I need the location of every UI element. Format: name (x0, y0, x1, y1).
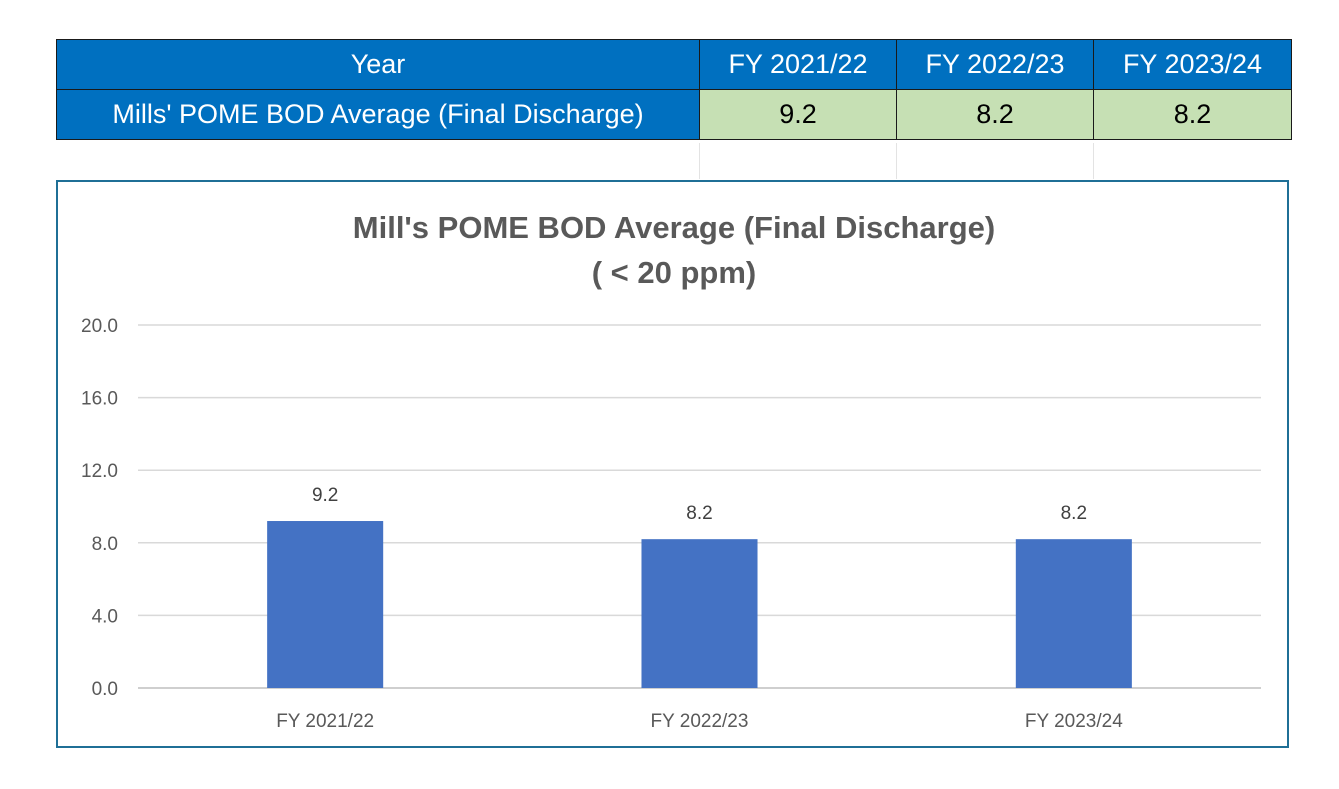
chart-frame[interactable]: Mill's POME BOD Average (Final Discharge… (56, 180, 1289, 748)
summary-table: Year FY 2021/22 FY 2022/23 FY 2023/24 Mi… (56, 39, 1292, 140)
bar (641, 539, 758, 688)
metric-label-cell[interactable]: Mills' POME BOD Average (Final Discharge… (56, 89, 700, 140)
y-tick-label: 20.0 (81, 316, 118, 337)
data-label: 8.2 (1061, 503, 1087, 524)
x-category-label: FY 2021/22 (276, 711, 374, 732)
table-row: Mills' POME BOD Average (Final Discharge… (56, 89, 1292, 140)
value-cell[interactable]: 8.2 (896, 89, 1094, 140)
table-header-row: Year FY 2021/22 FY 2022/23 FY 2023/24 (56, 39, 1292, 90)
sheet-gridline (1093, 143, 1094, 179)
data-label: 8.2 (686, 503, 712, 524)
y-tick-label: 4.0 (92, 606, 118, 627)
year-header-cell[interactable]: Year (56, 39, 700, 90)
x-category-label: FY 2022/23 (651, 711, 749, 732)
chart-title: Mill's POME BOD Average (Final Discharge… (353, 210, 995, 245)
bar-chart: Mill's POME BOD Average (Final Discharge… (81, 210, 1261, 732)
sheet-gridline (699, 143, 700, 179)
bar (267, 521, 384, 688)
y-axis-ticks: 0.0 4.0 8.0 12.0 16.0 20.0 (81, 316, 118, 700)
y-tick-label: 16.0 (81, 389, 118, 410)
x-axis-categories: FY 2021/22 FY 2022/23 FY 2023/24 (276, 711, 1123, 732)
chart-subtitle: ( < 20 ppm) (592, 255, 757, 290)
sheet-gridline (896, 143, 897, 179)
bar (1015, 539, 1132, 688)
value-cell[interactable]: 9.2 (699, 89, 897, 140)
data-label: 9.2 (312, 485, 338, 506)
y-tick-label: 0.0 (92, 679, 118, 700)
x-category-label: FY 2023/24 (1025, 711, 1123, 732)
y-tick-label: 8.0 (92, 534, 118, 555)
data-labels: 9.2 8.2 8.2 (312, 485, 1087, 524)
year-cell[interactable]: FY 2022/23 (896, 39, 1094, 90)
bars (267, 521, 1132, 688)
year-cell[interactable]: FY 2023/24 (1093, 39, 1292, 90)
year-cell[interactable]: FY 2021/22 (699, 39, 897, 90)
value-cell[interactable]: 8.2 (1093, 89, 1292, 140)
y-tick-label: 12.0 (81, 461, 118, 482)
